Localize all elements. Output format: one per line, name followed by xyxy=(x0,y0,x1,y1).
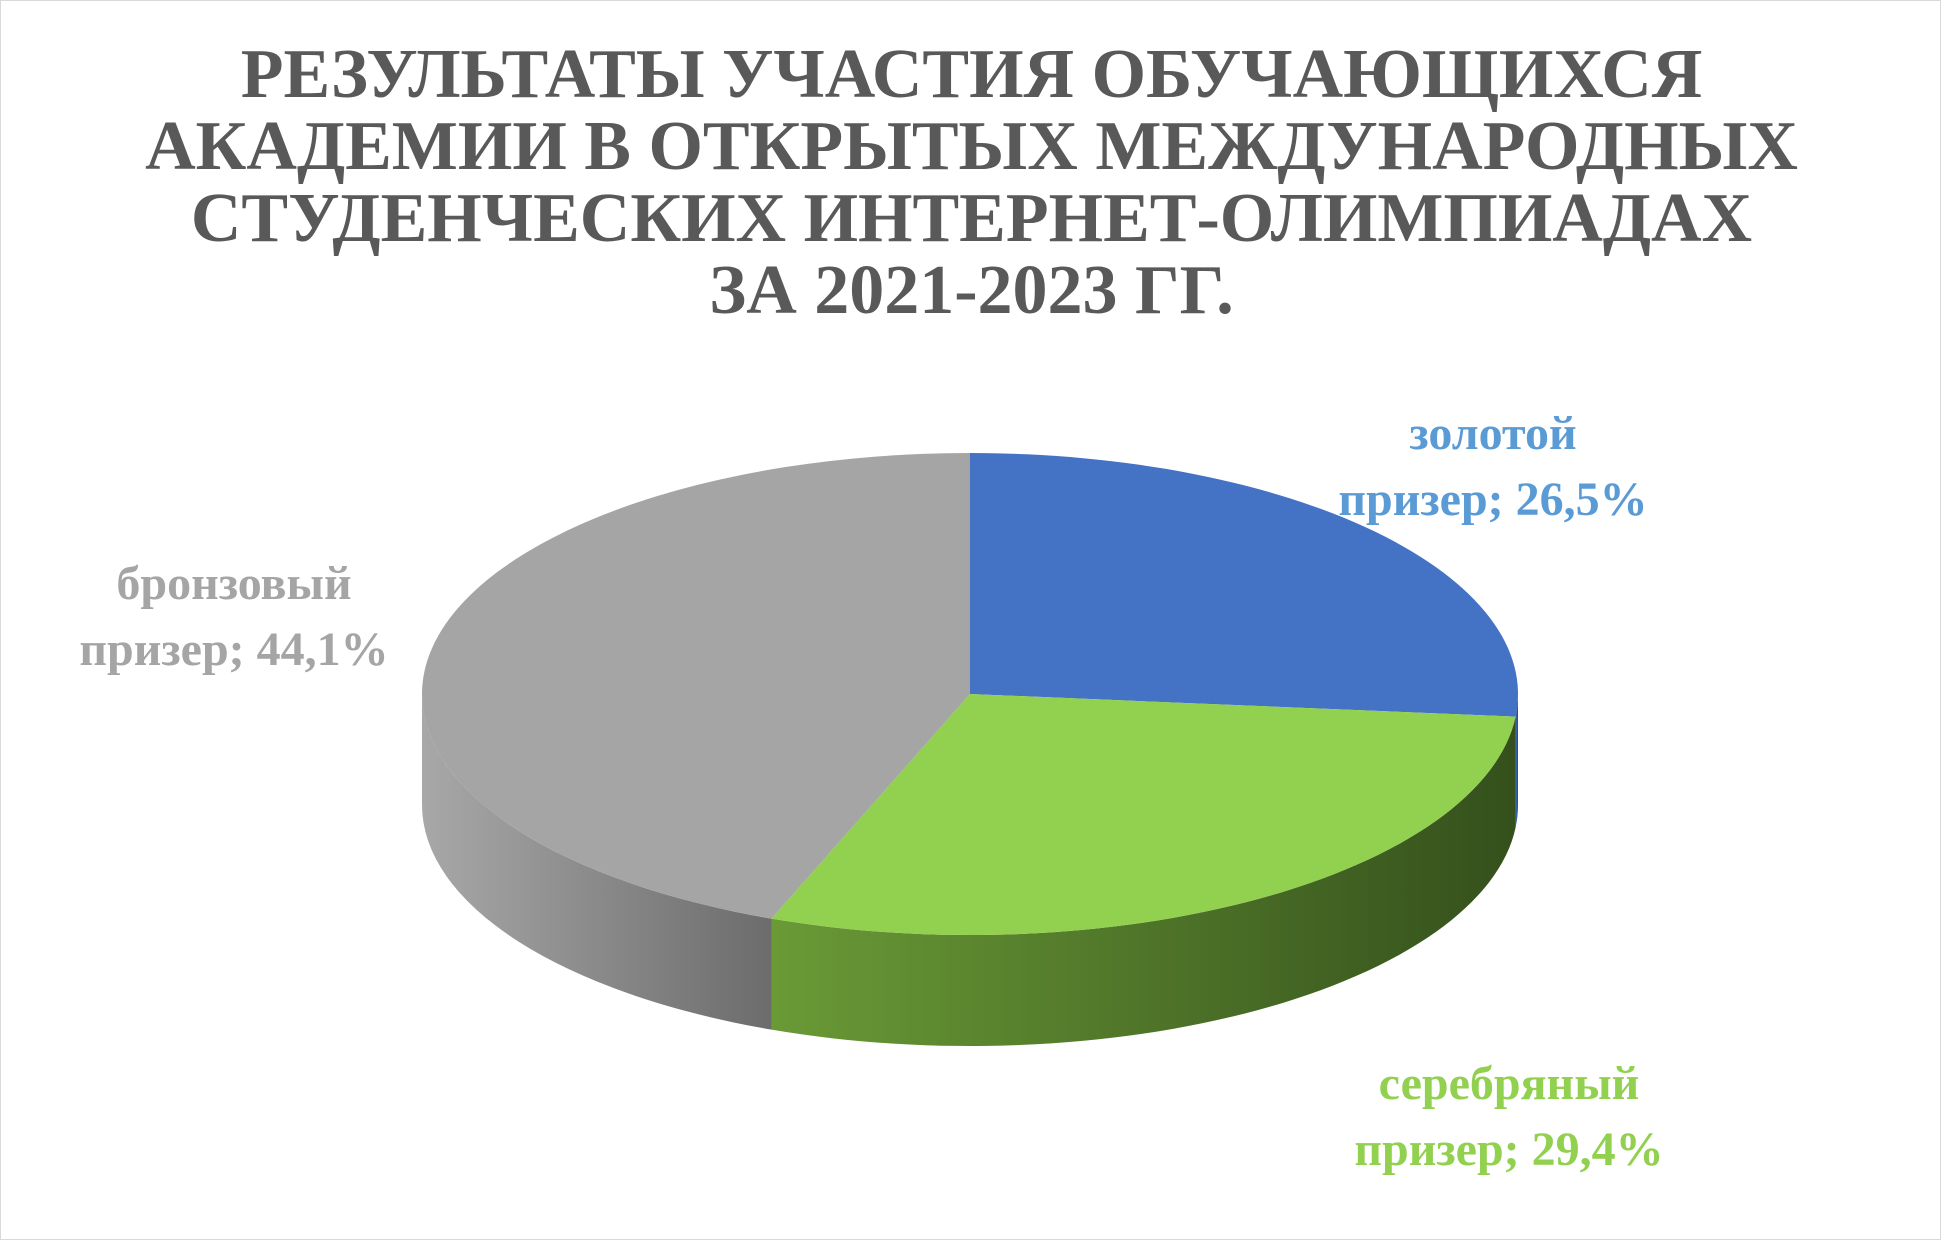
slice xyxy=(771,694,1516,936)
chart-title: РЕЗУЛЬТАТЫ УЧАСТИЯ ОБУЧАЮЩИХСЯ АКАДЕМИИ … xyxy=(145,36,1798,329)
data-label: золотой призер; 26,5% xyxy=(1338,407,1648,526)
slice-side xyxy=(771,716,1516,1046)
slice-side xyxy=(422,694,772,1030)
data-label: серебряный призер; 29,4% xyxy=(1354,1057,1664,1176)
slice-side xyxy=(1515,694,1518,828)
slice xyxy=(421,453,970,919)
slice xyxy=(970,453,1518,717)
data-label: бронзовый призер; 44,1% xyxy=(79,557,389,676)
